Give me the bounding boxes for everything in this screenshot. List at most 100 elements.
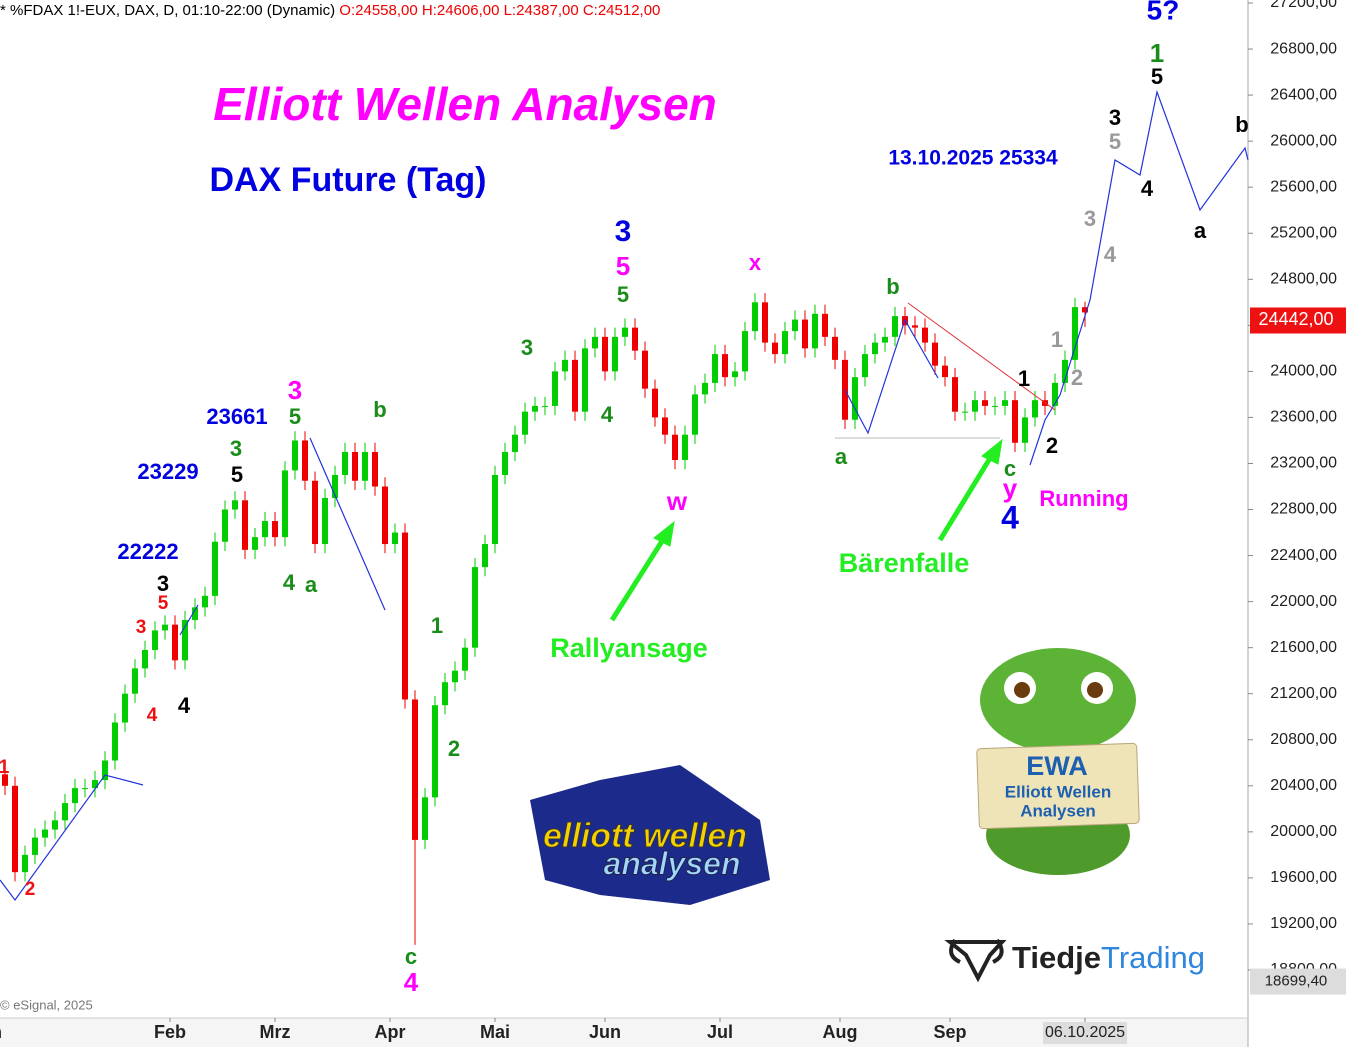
candle-body xyxy=(972,400,978,412)
annotation: 5? xyxy=(1147,0,1180,25)
x-tick-label: 06.10.2025 xyxy=(1045,1024,1125,1041)
candle-body xyxy=(132,668,138,694)
mascot-head xyxy=(980,648,1136,752)
candle-body xyxy=(1052,382,1058,406)
y-tick-label: 26000,00 xyxy=(1270,132,1337,149)
candle-body xyxy=(152,630,158,650)
x-tick-label: Dyn xyxy=(0,1022,2,1042)
wave-label: 5 xyxy=(289,404,301,429)
candle-body xyxy=(482,544,488,568)
candle-body xyxy=(362,451,368,481)
candle-body xyxy=(242,500,248,550)
header-text: * %FDAX 1!-EUX, DAX, D, 01:10-22:00 (Dyn… xyxy=(0,2,660,19)
candle-body xyxy=(462,647,468,671)
candle-body xyxy=(292,440,298,471)
candle-body xyxy=(62,803,68,821)
wave-line xyxy=(844,318,939,435)
wave-label: a xyxy=(835,444,848,469)
candle-body xyxy=(352,451,358,481)
arrow xyxy=(609,536,667,622)
candle-body xyxy=(52,820,58,830)
candle-body xyxy=(1082,307,1088,313)
wave-lines xyxy=(0,89,1249,902)
wave-label: 3 xyxy=(615,215,632,248)
candle-body xyxy=(342,451,348,475)
wave-label: 4 xyxy=(601,402,614,427)
candle-body xyxy=(672,434,678,461)
candle-body xyxy=(522,411,528,435)
arrow xyxy=(937,453,995,542)
ewa-mascot: EWA Elliott Wellen Analysen xyxy=(976,648,1140,875)
y-tick-label: 25600,00 xyxy=(1270,178,1337,195)
wave-label: c xyxy=(405,944,417,969)
y-tick-label: 26800,00 xyxy=(1270,40,1337,57)
wave-line xyxy=(309,437,386,611)
wave-label: 4 xyxy=(1104,242,1117,267)
candle-body xyxy=(392,532,398,545)
annotation: Rallyansage xyxy=(550,633,708,663)
candle-body xyxy=(212,541,218,596)
wave-label: 4 xyxy=(178,693,191,718)
mascot-pupil xyxy=(1087,682,1103,698)
candle-body xyxy=(472,567,478,648)
wave-label: 1 xyxy=(0,757,10,778)
wave-label: 5 xyxy=(158,593,169,614)
wave-label: 4 xyxy=(404,967,419,997)
instrument: * %FDAX 1!-EUX, DAX, D, 01:10-22:00 (Dyn… xyxy=(0,2,335,19)
x-tick-label: Aug xyxy=(823,1022,858,1042)
y-tick-label: 26400,00 xyxy=(1270,86,1337,103)
candle-body xyxy=(682,434,688,461)
candle-body xyxy=(382,486,388,545)
candle-body xyxy=(92,780,98,789)
wave-label: 4 xyxy=(1141,176,1154,201)
wave-label: 1 xyxy=(1051,327,1063,352)
candle-body xyxy=(112,722,118,761)
annotation: 13.10.2025 25334 xyxy=(888,147,1058,170)
arrow-head xyxy=(653,520,675,547)
candle-body xyxy=(602,336,608,372)
logo-part: Trading xyxy=(1101,940,1205,975)
price-box xyxy=(1250,968,1346,995)
candle-body xyxy=(42,829,48,838)
wave-label: a xyxy=(1194,218,1207,243)
sign-text: EWA xyxy=(1026,751,1088,781)
y-tick-label: 19600,00 xyxy=(1270,869,1337,886)
logo-text: analysen xyxy=(604,845,741,881)
candle-body xyxy=(1022,417,1028,443)
price-note: 23229 xyxy=(137,459,198,484)
candle-body xyxy=(122,693,128,723)
wave-label: 1 xyxy=(1018,366,1030,391)
candle-body xyxy=(432,705,438,798)
x-tick-label: Jun xyxy=(589,1022,621,1042)
candle-body xyxy=(822,313,828,337)
wave-label: 1 xyxy=(1150,38,1164,68)
annotation: Bärenfalle xyxy=(839,548,970,578)
price-label: 24442,00 xyxy=(1258,309,1333,329)
candle-body xyxy=(302,440,308,481)
candle-body xyxy=(932,342,938,366)
candle-body xyxy=(802,319,808,349)
y-tick-label: 20400,00 xyxy=(1270,777,1337,794)
candle-body xyxy=(2,774,8,786)
wave-label: 2 xyxy=(1071,365,1083,390)
candle-body xyxy=(332,474,338,499)
y-tick-label: 20000,00 xyxy=(1270,823,1337,840)
candle-body xyxy=(942,365,948,378)
wave-label: 2 xyxy=(1046,433,1058,458)
sign-text: Analysen xyxy=(1020,801,1096,820)
candle-body xyxy=(82,788,88,790)
wave-line xyxy=(0,774,144,902)
candle-body xyxy=(632,327,638,351)
projection-line xyxy=(1029,89,1249,466)
candle-body xyxy=(202,595,208,608)
candle-body xyxy=(162,624,168,631)
x-tick-label: Feb xyxy=(154,1022,186,1042)
y-tick-label: 23600,00 xyxy=(1270,409,1337,426)
candle-body xyxy=(562,359,568,372)
logo-part: Tiedje xyxy=(1012,940,1101,975)
y-tick-label: 22800,00 xyxy=(1270,501,1337,518)
y-tick-label: 27200,00 xyxy=(1270,0,1337,11)
logo-text: TiedjeTrading xyxy=(1012,940,1205,975)
